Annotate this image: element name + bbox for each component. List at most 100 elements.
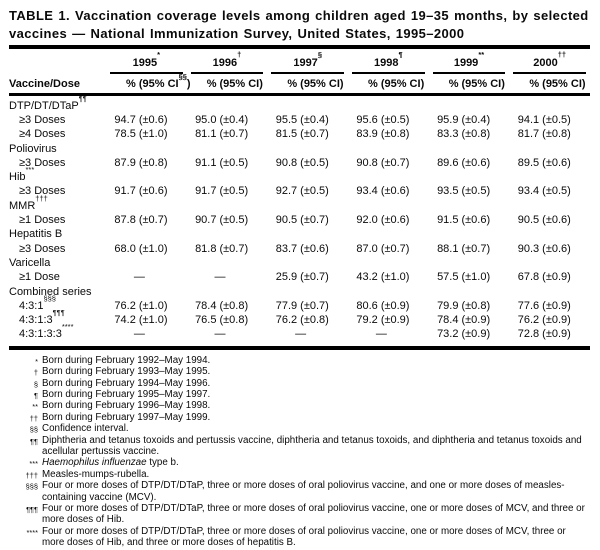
ci-value: (±0.5) (300, 185, 329, 198)
percent-value: 81.7 (517, 128, 540, 141)
ci-value: (±1.0) (138, 242, 168, 255)
no-data-cell: — (375, 328, 387, 341)
value-cell: 93.5 (±0.5) (429, 184, 510, 198)
ci-value: (±0.6) (138, 113, 168, 126)
percent-value: 81.1 (195, 128, 217, 141)
percent-value: 25.9 (275, 271, 298, 284)
ci-value: (±0.8) (380, 128, 410, 141)
value-cell: 90.7 (±0.5) (187, 213, 268, 227)
vaccine-group-row: MMR††† (9, 194, 590, 213)
value-cell: 76.5 (±0.8) (187, 313, 268, 327)
value-cell: 90.3 (±0.6) (509, 242, 590, 256)
ci-value: (±0.8) (219, 299, 249, 312)
italic-term: Haemophilus influenzae (42, 457, 147, 469)
footnote-text: Four or more doses of DTP/DT/DTaP, three… (42, 480, 565, 503)
value-cell: 76.2 (±0.9) (509, 313, 590, 327)
percent-value: 68.0 (114, 242, 136, 255)
value-cell: 90.5 (±0.7) (267, 213, 348, 227)
percent-value: 81.8 (195, 242, 217, 255)
value-cell: 87.9 (±0.8) (106, 156, 187, 170)
ci-value: (±0.8) (461, 299, 491, 312)
year-footnote-marker: * (157, 50, 161, 60)
footnote-marker: ¶ (34, 390, 38, 400)
year-footnote-marker: § (317, 50, 322, 60)
column-subheader: % (95% CI) (429, 78, 510, 90)
percent-value: 92.0 (356, 214, 378, 227)
row-label: Poliovirus (9, 142, 57, 155)
footnote: * Born during February 1992–May 1994. (9, 355, 590, 366)
percent-value: 81.5 (275, 128, 298, 141)
table-title: TABLE 1. Vaccination coverage levels amo… (9, 8, 589, 41)
ci-value: (±0.9) (380, 299, 410, 312)
row-footnote-marker: ††† (35, 193, 48, 203)
percent-value: 80.6 (356, 299, 378, 312)
footnote-text: Haemophilus influenzae type b. (42, 457, 179, 469)
subheader-row: Vaccine/Dose % (95% CI§§)% (95% CI)% (95% C… (9, 72, 590, 93)
percent-value: 87.9 (114, 156, 136, 169)
column-subheader: % (95% CI) (267, 78, 348, 90)
value-cell: 79.9 (±0.8) (429, 299, 510, 313)
footnote-text: Confidence interval. (42, 423, 129, 435)
percent-value: 95.5 (275, 113, 298, 126)
percent-value: 87.8 (114, 214, 136, 227)
dose-data-row: 4:3:1:3:3**** — — — —73.2 (±0.9) 72.8 (±0.9) (9, 322, 590, 341)
footnotes-section: * Born during February 1992–May 1994. † Bor… (9, 350, 590, 549)
percent-value: 90.8 (275, 156, 298, 169)
dose-data-row: ≥1 Doses 87.8 (±0.7) 90.7 (±0.5) 90.5 (±0.7) 92… (9, 213, 590, 227)
row-footnote-marker: ¶¶ (78, 93, 87, 103)
percent-value: 91.5 (437, 214, 459, 227)
value-cell: 77.6 (±0.9) (509, 299, 590, 313)
footnote-marker: *** (29, 459, 38, 469)
footnote-text: Measles-mumps-rubella. (42, 468, 150, 480)
ci-value: (±0.7) (380, 242, 410, 255)
footnote-text: Born during February 1995–May 1997. (42, 388, 211, 400)
row-label: Varicella (9, 256, 51, 269)
year-footnote-marker: † (237, 50, 242, 60)
footnote-marker: ††† (25, 470, 38, 480)
year-underline (110, 71, 183, 74)
percent-value: 72.8 (517, 328, 540, 341)
footnote: ** Born during February 1996–May 1998. (9, 400, 590, 411)
ci-value: (±1.0) (461, 271, 491, 284)
percent-value: 83.9 (356, 128, 378, 141)
value-cell: 81.8 (±0.7) (187, 242, 268, 256)
percent-value: 77.9 (275, 299, 298, 312)
percent-value: 95.6 (356, 113, 378, 126)
value-cell: 67.8 (±0.9) (509, 270, 590, 284)
divider-rule-top (9, 45, 590, 49)
ci-value: (±1.0) (380, 271, 410, 284)
value-cell: 76.2 (±0.8) (267, 313, 348, 327)
year-label: 1996† (212, 50, 242, 69)
row-label: Hib*** (9, 165, 35, 184)
column-subheader: % (95% CI) (348, 78, 429, 90)
footnote: §§§ Four or more doses of DTP/DT/DTaP, th… (9, 480, 590, 503)
percent-value: 83.7 (275, 242, 298, 255)
year-underline (432, 71, 506, 74)
dose-data-row: 4:3:1§§§ 76.2 (±1.0) 78.4 (±0.8) 77.9 (±0.7) 80… (9, 294, 590, 313)
year-header-row: 1995* 1996† 1997§ 1998¶ 1999** 2000†† (9, 50, 590, 74)
no-data-cell: — (133, 271, 145, 284)
value-cell: 88.1 (±0.7) (429, 242, 510, 256)
footnote: †† Born during February 1997–May 1999. (9, 412, 590, 423)
value-cell: 94.1 (±0.5) (509, 113, 590, 127)
footnote: **** Four or more doses of DTP/DT/DTaP, t… (9, 526, 590, 549)
year-label: 1998¶ (373, 50, 403, 69)
year-column-header: 1996† (187, 50, 268, 74)
footnote-marker: † (33, 368, 38, 378)
percent-value: 93.4 (517, 185, 540, 198)
percent-value: 93.5 (437, 185, 459, 198)
row-label: 4:3:1:3:3**** (19, 322, 74, 341)
percent-value: 95.0 (195, 113, 217, 126)
ci-value: (±0.6) (138, 185, 168, 198)
value-cell: 90.5 (±0.6) (509, 213, 590, 227)
value-cell: 78.4 (±0.8) (187, 299, 268, 313)
value-cell: 83.9 (±0.8) (348, 127, 429, 141)
value-cell: 95.0 (±0.4) (187, 113, 268, 127)
ci-value: (±0.5) (542, 113, 571, 126)
dose-data-row: ≥1 Dose — —25.9 (±0.7) 43.2 (±1.0) 57.5 (±1.0) 6… (9, 270, 590, 284)
ci-value: (±1.0) (138, 299, 168, 312)
ci-header: (95% CI) (380, 77, 425, 90)
row-label: ≥3 Doses (19, 242, 66, 255)
ci-header: (95% CI) (461, 77, 505, 90)
value-cell: 57.5 (±1.0) (429, 270, 510, 284)
